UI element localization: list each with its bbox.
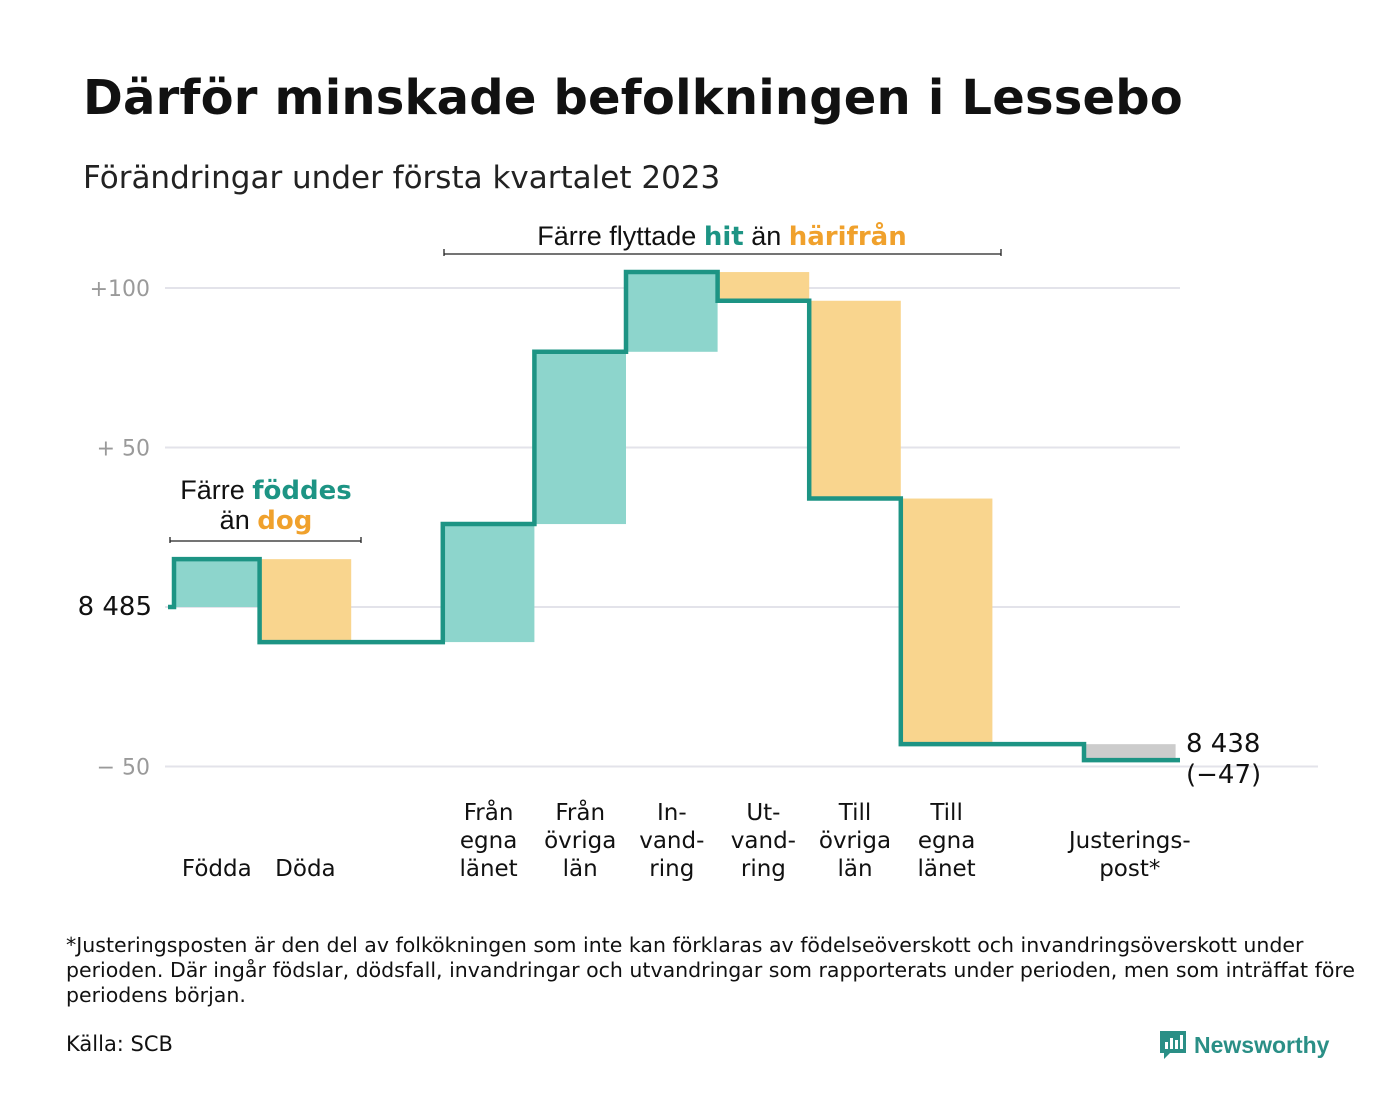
category-label: Döda: [275, 856, 335, 882]
bars: [174, 272, 1176, 761]
category-label: Från: [555, 798, 605, 826]
category-label: övriga: [819, 828, 891, 854]
category-label: länet: [917, 856, 975, 882]
category-label: Ut-: [746, 800, 780, 826]
category-label: vand-: [731, 828, 796, 854]
category-label: Till: [838, 800, 872, 826]
end-value-label: 8 438: [1186, 729, 1260, 759]
brand-name: Newsworthy: [1194, 1031, 1330, 1058]
annotation-part: Färre: [180, 475, 252, 505]
category-label: län: [563, 856, 598, 882]
bar-increase: [534, 351, 626, 525]
annotation-part: än: [744, 221, 789, 251]
category-label: Till: [929, 800, 963, 826]
category-label: länet: [459, 856, 517, 882]
bar-decrease: [717, 272, 810, 301]
y-tick-label: − 50: [97, 756, 150, 781]
category-label: egna: [918, 828, 975, 854]
step-line: [168, 269, 1180, 763]
category-label: ring: [741, 856, 786, 882]
chart-title: Därför minskade befolkningen i Lessebo: [83, 70, 1183, 126]
annotation-part: hit: [704, 222, 744, 252]
footnote: *Justeringsposten är den del av folkökni…: [66, 933, 1355, 1007]
annotation-part: dog: [257, 506, 312, 536]
bar-increase: [442, 524, 535, 643]
annotation-births-deaths-line1: Färre föddes: [180, 475, 352, 506]
annotation-part: härifrån: [789, 220, 907, 252]
bar-increase: [174, 559, 260, 607]
annotation-bracket: [443, 249, 1002, 256]
bar-adjustment: [1084, 744, 1176, 761]
chart-subtitle: Förändringar under första kvartalet 2023: [83, 160, 721, 196]
category-labels: Födda DödaFrånegnalänetFrånövrigalänIn-va…: [182, 798, 1191, 882]
brand-logo: Newsworthy: [1158, 1028, 1329, 1062]
category-label: Justerings-: [1067, 828, 1191, 854]
bar-increase: [626, 272, 718, 352]
annotation-migration: Färre flyttade hit än härifrån: [537, 220, 906, 252]
annotation-bracket: [169, 537, 362, 543]
annotation-part: Färre flyttade: [537, 221, 704, 251]
category-label: övriga: [544, 828, 616, 854]
annotation-part: föddes: [252, 476, 352, 506]
running-total-line: [168, 269, 1180, 763]
category-label: egna: [460, 828, 517, 854]
end-change-label: (−47): [1186, 760, 1261, 790]
category-label: Från: [464, 798, 514, 826]
source-note: Källa: SCB: [66, 1032, 173, 1056]
y-tick-label: + 50: [97, 437, 150, 462]
category-label: post*: [1099, 856, 1160, 882]
gridlines: [165, 287, 1318, 768]
annotation-births-deaths-line2: än dog: [220, 505, 313, 536]
bar-decrease: [900, 498, 993, 745]
bar-chart-icon: [1160, 1031, 1186, 1059]
y-tick-label: 8 485: [78, 592, 152, 622]
category-label: ring: [649, 856, 694, 882]
y-tick-label: +100: [90, 277, 150, 302]
category-label: län: [837, 856, 872, 882]
waterfall-chart: +100+ 508 485− 50 Födda DödaFrånegnalänet…: [78, 220, 1318, 882]
bar-decrease: [259, 559, 352, 643]
category-label: vand-: [639, 828, 704, 854]
y-tick-labels: +100 + 50 8 485 − 50: [78, 277, 152, 781]
end-label: 8 438(−47): [1186, 729, 1261, 790]
category-label: In-: [657, 800, 687, 826]
annotation-part: än: [220, 505, 258, 535]
bar-decrease: [809, 300, 901, 499]
category-label: Födda: [182, 856, 252, 882]
